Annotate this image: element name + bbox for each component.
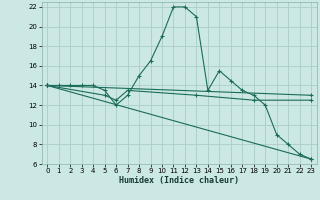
X-axis label: Humidex (Indice chaleur): Humidex (Indice chaleur) [119, 176, 239, 185]
